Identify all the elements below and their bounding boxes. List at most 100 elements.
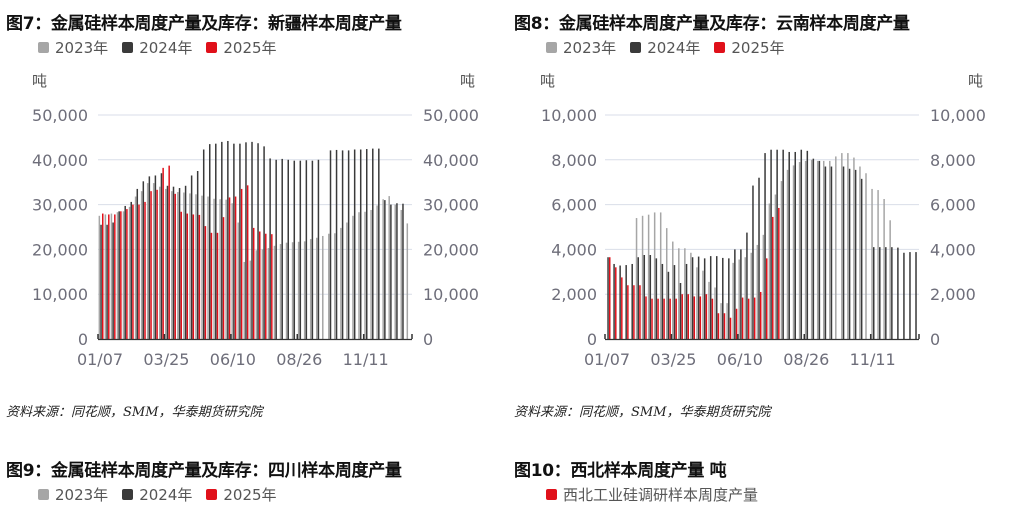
bar-2023年 [189,193,191,339]
x-tick-label: 01/07 [77,350,123,369]
bar-2023年 [659,212,662,339]
bar-2025年 [741,297,744,339]
bar-2023年 [122,211,125,339]
bar-2025年 [271,234,273,339]
bar-2025年 [234,196,237,339]
bar-2025年 [687,294,689,339]
bar-2024年 [625,265,627,339]
bar-2024年 [848,168,851,339]
bar-2024年 [679,283,682,339]
bar-2023年 [303,241,306,339]
bar-2023年 [665,228,668,339]
chart3-title: 图9：金属硅样本周度产量及库存：四川样本周度产量 [6,461,402,481]
legend-2023: 2023年 [38,37,108,58]
legend-swatch-2024 [122,42,134,53]
bar-2024年 [142,181,145,339]
bar-2023年 [104,214,107,339]
bar-2024年 [118,211,120,339]
x-tick-label: 08/26 [783,350,829,369]
bar-2025年 [621,277,623,339]
bar-2024年 [891,247,893,339]
y-tick-left: 30,000 [32,196,88,215]
chart1-plot: 吨 吨 0 0 10,000 10,000 20,000 20,000 30,000 30,0… [32,72,479,369]
bar-2024年 [691,257,694,339]
y-tick-right: 2,000 [930,285,976,304]
bar-2023年 [98,215,101,339]
bar-2023年 [358,212,360,339]
bar-2023年 [810,159,813,339]
chart1-legend: 2023年 2024年 2025年 [38,37,277,58]
bar-2024年 [770,149,772,339]
bar-2025年 [717,313,720,339]
bar-2023年 [726,303,728,339]
chart2-plot: 吨 吨 0 0 2,000 2,000 4,000 4,000 6,000 6,000 8,00… [540,72,986,369]
bar-2024年 [728,258,730,339]
bar-2023年 [364,211,366,339]
bar-2024年 [800,149,803,339]
bar-2023年 [792,165,795,339]
y-tick-left: 40,000 [32,151,88,170]
x-tick-label: 01/07 [584,350,630,369]
y-tick-left: 20,000 [32,240,88,259]
bar-2023年 [225,199,227,339]
bar-2025年 [216,232,219,339]
legend-2025: 2025年 [714,37,785,58]
bar-2024年 [317,159,320,339]
bar-2024年 [903,252,905,339]
bar-2024年 [202,149,205,339]
bar-2024年 [136,188,139,339]
bar-2023年 [285,242,288,339]
bar-2025年 [156,189,158,339]
legend-label: 2024年 [139,39,193,57]
bar-2023年 [158,186,161,339]
bar-2024年 [703,258,706,339]
x-tick-label: 06/10 [717,350,763,369]
bar-2024年 [305,160,308,339]
bar-2023年 [841,153,843,339]
bar-2025年 [693,296,696,339]
bar-2025年 [210,232,213,339]
bar-2025年 [246,185,249,339]
y-tick-left: 6,000 [551,196,597,215]
bar-2023年 [678,248,680,339]
bar-2024年 [897,247,899,339]
bar-2024年 [311,160,314,339]
bar-2023年 [315,237,318,339]
bar-2024年 [818,160,821,339]
bar-2025年 [753,297,756,339]
bar-2024年 [353,149,356,339]
legend-label: 2023年 [563,39,617,57]
bar-2025年 [747,298,750,339]
bar-2024年 [106,224,108,339]
bar-2023年 [702,270,704,339]
bar-2025年 [114,214,116,339]
y-tick-right: 50,000 [423,106,479,125]
bar-2025年 [252,227,255,339]
bar-2024年 [619,265,621,339]
bar-2023年 [297,241,300,339]
bar-2024年 [130,201,132,339]
legend-label: 2023年 [55,39,109,57]
bar-2025年 [681,294,683,339]
bar-2025年 [778,207,780,339]
bar-2023年 [829,160,831,339]
bar-2024年 [335,149,338,339]
bar-2024年 [824,166,827,339]
bar-2024年 [190,175,193,339]
bar-2024年 [794,151,796,339]
bar-2024年 [359,149,362,339]
bar-2024年 [764,153,766,339]
bar-2023年 [340,227,342,339]
bar-2024年 [365,149,368,339]
bar-2024年 [758,177,760,339]
bar-2024年 [740,249,742,339]
bar-2023年 [853,157,855,339]
bar-2023年 [889,220,891,339]
bar-2024年 [607,257,609,339]
bar-2023年 [128,206,131,339]
bar-2023年 [865,173,867,339]
bar-2024年 [872,247,875,339]
bar-2023年 [756,244,759,339]
bar-2025年 [222,217,225,339]
bar-2023年 [406,223,409,339]
